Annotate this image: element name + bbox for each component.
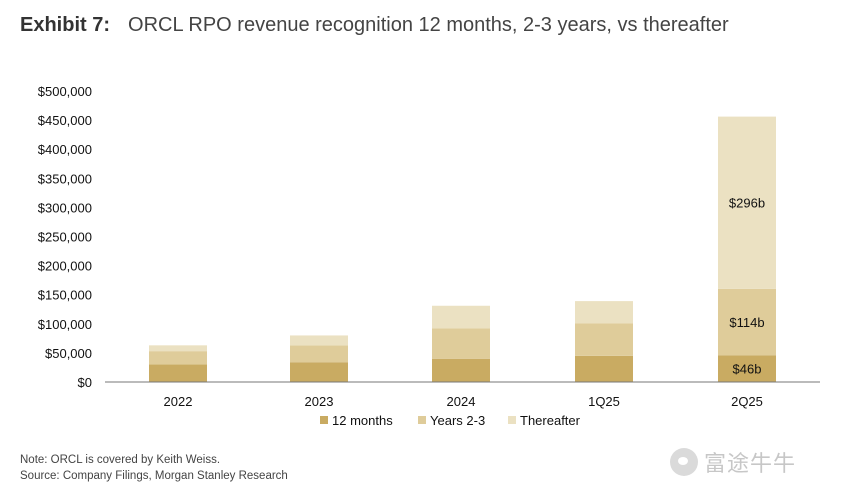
x-tick-label: 2Q25 bbox=[731, 394, 763, 409]
stacked-bar-chart: $0 $50,000 $100,000 $150,000 $200,000 $250,00… bbox=[38, 84, 820, 428]
y-tick-label: $200,000 bbox=[38, 259, 92, 274]
chart-title: Exhibit 7: ORCL RPO revenue recognition 1… bbox=[20, 14, 729, 37]
legend-label: Years 2-3 bbox=[430, 413, 485, 428]
bar-years-2-3-2024 bbox=[432, 328, 490, 359]
y-tick-label: $250,000 bbox=[38, 230, 92, 245]
watermark-text: 富途牛牛 bbox=[704, 452, 797, 477]
legend-swatch bbox=[320, 416, 328, 424]
bar-years-2-3-2023 bbox=[290, 345, 348, 363]
data-label: $296b bbox=[729, 196, 765, 211]
bar-12-months-2024 bbox=[432, 358, 490, 382]
bar-years-2-3-1q25 bbox=[575, 323, 633, 356]
legend-swatch bbox=[418, 416, 426, 424]
y-tick-label: $350,000 bbox=[38, 171, 92, 186]
exhibit-label: Exhibit 7: bbox=[20, 14, 111, 36]
futu-logo-icon bbox=[670, 448, 698, 476]
note-text: Note: ORCL is covered by Keith Weiss. bbox=[20, 454, 221, 466]
y-tick-label: $450,000 bbox=[38, 113, 92, 128]
y-tick-label: $100,000 bbox=[38, 317, 92, 332]
bar-12-months-2q25 bbox=[718, 355, 776, 382]
y-tick-label: $400,000 bbox=[38, 142, 92, 157]
x-tick-label: 2023 bbox=[305, 394, 334, 409]
y-tick-label: $50,000 bbox=[45, 346, 92, 361]
title-text: ORCL RPO revenue recognition 12 months, … bbox=[128, 14, 729, 36]
legend-label: Thereafter bbox=[520, 413, 581, 428]
bar-thereafter-2024 bbox=[432, 305, 490, 329]
source-text: Source: Company Filings, Morgan Stanley … bbox=[20, 470, 288, 482]
watermark: 富途牛牛 bbox=[670, 444, 840, 480]
bar-thereafter-2023 bbox=[290, 335, 348, 346]
bar-thereafter-2q25 bbox=[718, 116, 776, 289]
bar-12-months-2023 bbox=[290, 362, 348, 382]
bar-12-months-2022 bbox=[149, 364, 207, 382]
bar-years-2-3-2022 bbox=[149, 351, 207, 365]
data-label: $114b bbox=[729, 315, 764, 330]
legend-swatch bbox=[508, 416, 516, 424]
bar-12-months-1q25 bbox=[575, 355, 633, 382]
x-tick-label: 1Q25 bbox=[588, 394, 620, 409]
bar-thereafter-1q25 bbox=[575, 301, 633, 324]
y-tick-label: $150,000 bbox=[38, 288, 92, 303]
x-tick-label: 2024 bbox=[447, 394, 476, 409]
y-tick-label: $500,000 bbox=[38, 84, 92, 99]
legend-label: 12 months bbox=[332, 413, 393, 428]
y-tick-label: $300,000 bbox=[38, 200, 92, 215]
x-tick-label: 2022 bbox=[164, 394, 193, 409]
footnotes: Note: ORCL is covered by Keith Weiss. So… bbox=[20, 452, 288, 484]
bar-thereafter-2022 bbox=[149, 345, 207, 352]
y-tick-label: $0 bbox=[78, 375, 92, 390]
bar-years-2-3-2q25 bbox=[718, 288, 776, 356]
data-label: $46b bbox=[733, 362, 762, 377]
